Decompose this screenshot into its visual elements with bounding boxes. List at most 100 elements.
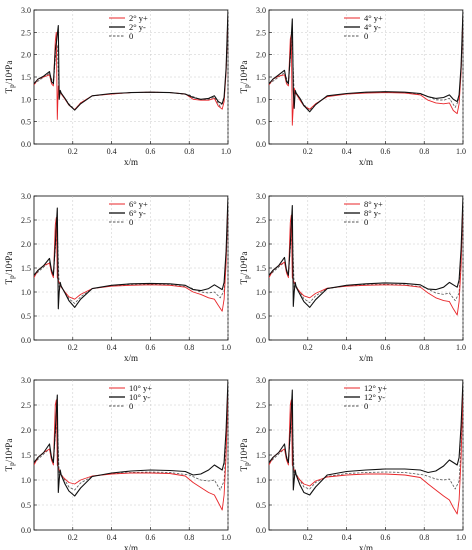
series-line-y-minus [34, 380, 228, 497]
y-axis-label-main: T [239, 87, 249, 93]
legend-label: 4° y- [364, 22, 381, 32]
y-axis-label-sub: p [243, 84, 251, 88]
legend-label: 4° y+ [364, 13, 383, 23]
series-line-y-plus [34, 387, 228, 511]
y-tick-label: 0.5 [21, 312, 31, 321]
x-tick-label: 0.6 [380, 533, 390, 542]
series-group [34, 196, 228, 312]
y-axis-label: Tp/10⁴Pa [239, 252, 251, 285]
legend-label: 0 [364, 217, 368, 227]
y-axis-label-rest: /10⁴Pa [4, 61, 14, 85]
chart-panel-5: 0.2 0.4 0.6 0.8 1.0 0.0 0.5 1.0 1.5 2.0 2.5 3.0 10° … [4, 376, 231, 550]
x-tick-label: 0.4 [107, 343, 117, 352]
y-axis-label-main: T [239, 465, 249, 471]
y-axis-label: Tp/10⁴Pa [4, 439, 16, 472]
y-tick-label: 2.0 [21, 240, 31, 249]
y-axis-label-sub: p [8, 275, 16, 279]
y-axis-label-sub: p [243, 275, 251, 279]
y-tick-label: 3.0 [21, 192, 31, 201]
x-tick-label: 0.8 [184, 533, 194, 542]
y-tick-label: 1.5 [21, 451, 31, 460]
legend-label: 12° y+ [364, 383, 387, 393]
legend-label: 12° y- [364, 392, 385, 402]
legend-label: 10° y- [129, 392, 150, 402]
x-axis-label: x/m [124, 543, 138, 550]
x-tick-label: 0.6 [145, 343, 155, 352]
series-group [34, 380, 228, 511]
y-tick-label: 2.5 [21, 28, 31, 37]
x-tick-label: 0.8 [419, 147, 429, 156]
x-tick-label: 1.0 [221, 147, 231, 156]
series-line-y-minus [34, 196, 228, 310]
legend-label: 2° y+ [129, 13, 148, 23]
x-tick-label: 1.0 [221, 343, 231, 352]
x-axis-label: x/m [359, 157, 373, 167]
x-tick-label: 0.2 [303, 533, 313, 542]
x-tick-label: 0.4 [107, 533, 117, 542]
chart-panel-4: 0.2 0.4 0.6 0.8 1.0 0.0 0.5 1.0 1.5 2.0 2.5 3.0 8° y… [239, 192, 466, 363]
x-axis-label: x/m [124, 353, 138, 363]
x-tick-label: 0.2 [68, 147, 78, 156]
y-tick-label: 1.0 [21, 476, 31, 485]
series-group [34, 10, 228, 120]
y-tick-label: 1.0 [256, 476, 266, 485]
y-tick-label: 2.0 [256, 51, 266, 60]
y-tick-label: 0.5 [256, 118, 266, 127]
y-tick-label: 1.5 [21, 73, 31, 82]
y-tick-label: 1.5 [256, 73, 266, 82]
legend-label: 8° y+ [364, 199, 383, 209]
series-line-y-minus [269, 10, 463, 113]
y-tick-label: 3.0 [256, 376, 266, 385]
y-tick-label: 2.5 [256, 216, 266, 225]
chart-panel-6: 0.2 0.4 0.6 0.8 1.0 0.0 0.5 1.0 1.5 2.0 2.5 3.0 12° … [239, 376, 466, 550]
series-line-y-plus [34, 14, 228, 120]
chart-panel-1: 0.2 0.4 0.6 0.8 1.0 0.0 0.5 1.0 1.5 2.0 2.5 3.0 2° y… [4, 6, 231, 167]
y-axis-label: Tp/10⁴Pa [4, 61, 16, 94]
y-tick-label: 2.5 [21, 401, 31, 410]
y-tick-label: 0.5 [256, 501, 266, 510]
x-tick-label: 0.6 [380, 343, 390, 352]
y-tick-label: 1.0 [21, 288, 31, 297]
legend-label: 0 [129, 217, 133, 227]
series-line-y-plus [34, 200, 228, 312]
y-axis-label-main: T [239, 278, 249, 284]
y-axis-label-rest: /10⁴Pa [239, 252, 249, 276]
x-tick-label: 1.0 [456, 147, 466, 156]
series-group [269, 10, 463, 126]
y-tick-label: 1.0 [256, 95, 266, 104]
x-tick-label: 1.0 [456, 343, 466, 352]
x-tick-label: 1.0 [221, 533, 231, 542]
y-axis-label-rest: /10⁴Pa [239, 439, 249, 463]
y-tick-label: 0.5 [21, 501, 31, 510]
y-tick-label: 2.0 [21, 51, 31, 60]
y-axis-label-rest: /10⁴Pa [4, 252, 14, 276]
y-tick-label: 3.0 [21, 6, 31, 15]
y-axis-label: Tp/10⁴Pa [239, 439, 251, 472]
y-tick-label: 3.0 [256, 6, 266, 15]
y-axis-label-rest: /10⁴Pa [239, 61, 249, 85]
x-tick-label: 0.4 [342, 343, 352, 352]
y-axis-label-sub: p [8, 462, 16, 466]
y-axis-label: Tp/10⁴Pa [4, 252, 16, 285]
y-tick-label: 0.0 [256, 336, 266, 345]
y-tick-label: 2.0 [256, 426, 266, 435]
legend-label: 0 [129, 401, 133, 411]
x-axis-label: x/m [124, 157, 138, 167]
y-tick-label: 0.5 [21, 118, 31, 127]
y-axis-label-sub: p [8, 84, 16, 88]
x-tick-label: 1.0 [456, 533, 466, 542]
x-axis-label: x/m [359, 353, 373, 363]
x-tick-label: 0.2 [303, 147, 313, 156]
x-tick-label: 0.6 [145, 147, 155, 156]
x-tick-label: 0.8 [419, 343, 429, 352]
y-tick-label: 3.0 [21, 376, 31, 385]
x-axis-label: x/m [359, 543, 373, 550]
series-line-y-plus [269, 200, 463, 316]
x-tick-label: 0.8 [184, 343, 194, 352]
y-tick-label: 2.0 [256, 240, 266, 249]
series-line-y-minus [269, 380, 463, 496]
series-line-y-plus [269, 389, 463, 515]
y-tick-label: 0.5 [256, 312, 266, 321]
y-tick-label: 1.0 [21, 95, 31, 104]
